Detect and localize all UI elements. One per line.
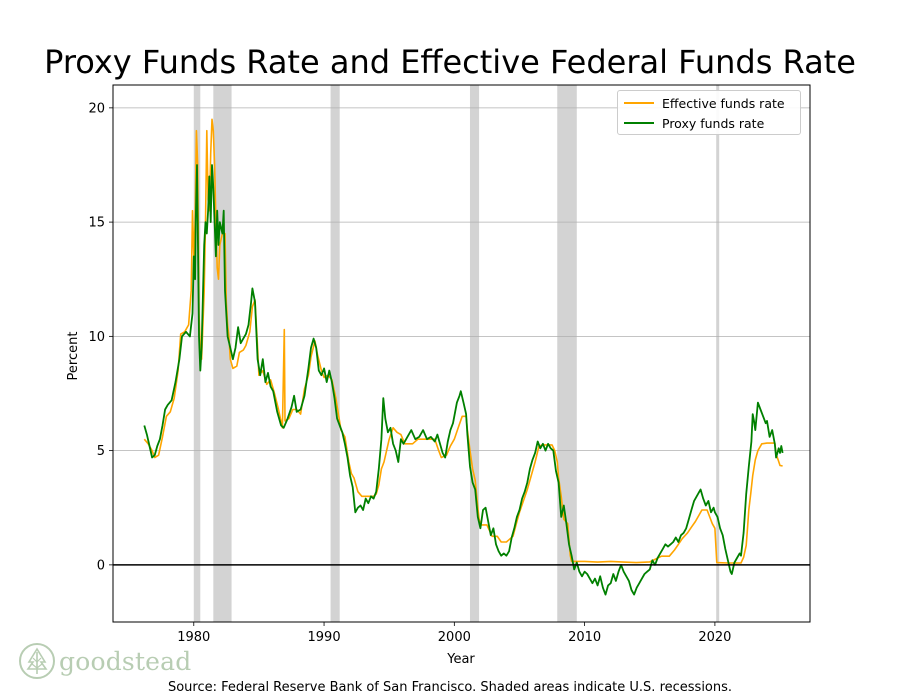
y-axis-ticks: 0 5 10 15 20 [88, 101, 113, 573]
recession-band-5 [716, 85, 720, 622]
recession-band-0 [193, 85, 201, 622]
tree-logo-icon [19, 643, 55, 679]
series-line-effective-funds-rate [143, 118, 783, 564]
x-axis-ticks: 1980 1990 2000 2010 2020 [177, 622, 731, 645]
series-lines [143, 118, 784, 596]
x-tick-label-1980: 1980 [177, 630, 210, 645]
source-note: Source: Federal Reserve Bank of San Fran… [167, 680, 733, 695]
legend-item-effective-funds-rate: Effective funds rate [624, 94, 785, 112]
goodstead-logo: goodstead [18, 642, 192, 680]
recession-band-1 [213, 85, 232, 622]
y-tick-label-20: 20 [88, 101, 105, 116]
x-tick-label-1990: 1990 [308, 630, 341, 645]
logo-text: goodstead [59, 646, 192, 676]
recession-band-3 [469, 85, 480, 622]
y-tick-label-0: 0 [97, 558, 105, 573]
series-line-proxy-funds-rate [143, 164, 784, 596]
y-tick-label-10: 10 [88, 330, 105, 345]
legend-swatch-proxy [624, 122, 654, 124]
x-tick-label-2000: 2000 [438, 630, 471, 645]
y-tick-label-5: 5 [97, 444, 105, 459]
y-axis-label: Percent [66, 332, 81, 381]
x-axis-label: Year [446, 652, 475, 667]
plot-frame [112, 84, 811, 623]
y-tick-label-15: 15 [88, 216, 105, 231]
legend-label-effective: Effective funds rate [662, 95, 785, 111]
legend-label-proxy: Proxy funds rate [662, 115, 765, 131]
legend-item-proxy-funds-rate: Proxy funds rate [624, 114, 764, 132]
x-tick-label-2020: 2020 [698, 630, 731, 645]
recession-band-4 [557, 85, 577, 622]
legend: Effective funds rate Proxy funds rate [617, 90, 801, 135]
chart-title: Proxy Funds Rate and Effective Federal F… [44, 43, 856, 81]
recession-band-2 [330, 85, 340, 622]
legend-swatch-effective [624, 102, 654, 104]
x-tick-label-2010: 2010 [568, 630, 601, 645]
recession-shading [193, 85, 720, 622]
